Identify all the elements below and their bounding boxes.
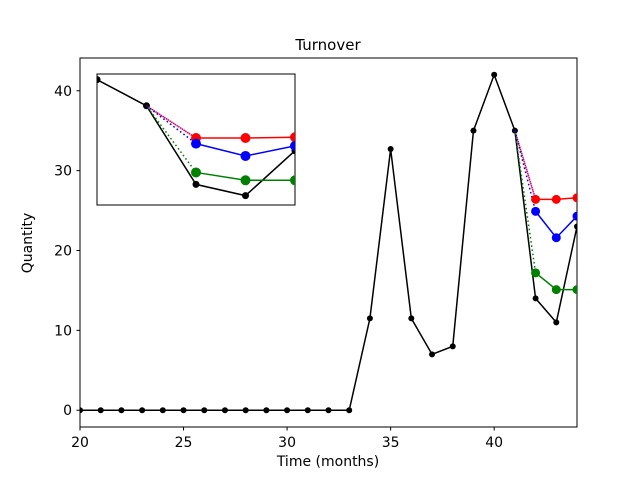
forecast-green-marker [551,285,561,295]
connector-blue [146,105,197,145]
x-tick-label: 40 [485,435,503,451]
observed-marker [325,407,332,414]
forecast-red-marker [572,193,577,203]
forecast-blue-marker [572,211,577,221]
observed-marker [159,407,166,414]
forecast-blue-marker [290,140,295,151]
observed-marker [80,407,83,414]
forecast-green-marker [240,175,251,186]
observed-marker [242,192,249,200]
forecast-green-marker [191,167,201,178]
inset-series-layer [97,76,295,200]
main-series-layer [80,71,577,414]
observed-marker [242,407,249,414]
chart-title: Turnover [294,36,361,54]
forecast-red-marker [240,133,251,143]
connector-magenta [514,130,537,200]
observed-marker [387,146,394,153]
forecast-blue-marker [551,233,561,243]
forecast-green-marker [290,175,295,186]
plot-area: 20 25 30 35 40 0 10 20 30 40 [54,57,578,451]
observed-marker [221,407,228,414]
observed-marker [118,407,125,414]
forecast-green-marker [572,285,577,295]
forecast-green-marker [531,268,541,278]
observed-marker [553,319,560,326]
connector-red [146,105,197,139]
y-tick-label: 20 [54,243,72,259]
tick-layer: 20 25 30 35 40 0 10 20 30 40 [54,84,503,451]
observed-marker [408,315,415,322]
observed-marker [263,407,270,414]
observed-marker [284,407,291,414]
observed-marker [180,407,187,414]
y-tick-label: 40 [54,84,72,100]
forecast-blue-marker [531,206,541,216]
observed-marker [470,127,477,134]
connector-green [145,105,197,173]
x-axis-label: Time (months) [276,454,379,470]
forecast-blue-marker [240,150,251,161]
observed-marker [201,407,208,414]
observed-marker [192,180,200,188]
observed-marker [346,407,353,414]
forecast-red-marker [290,132,295,143]
connector-blue [514,130,537,212]
observed-marker [97,407,104,414]
observed-marker [491,71,498,78]
observed-marker [139,407,146,414]
observed-marker [429,351,436,358]
y-axis-label: Quantity [20,213,36,274]
observed-marker [532,295,539,302]
x-tick-label: 20 [71,435,89,451]
connector-red [514,130,537,200]
y-tick-label: 0 [63,403,72,419]
observed-marker [304,407,311,414]
forecast-blue-marker [191,138,201,149]
x-tick-label: 30 [278,435,296,451]
observed-marker [574,223,577,230]
x-tick-label: 25 [175,435,193,451]
observed-marker [449,343,456,350]
observed-marker [97,76,101,84]
connector-green [514,130,537,273]
forecast-red-marker [551,194,561,204]
y-tick-label: 30 [54,164,72,180]
y-tick-label: 10 [54,323,72,339]
observed-marker [366,315,373,322]
forecast-red-marker [531,194,541,204]
x-tick-label: 35 [382,435,400,451]
